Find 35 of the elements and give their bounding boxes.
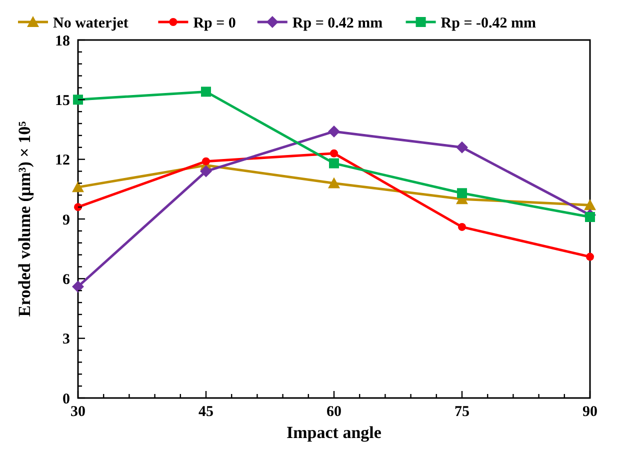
x-tick-label: 75	[454, 404, 470, 420]
y-tick-label: 15	[55, 92, 70, 109]
point	[457, 188, 467, 198]
point	[202, 157, 210, 166]
point	[458, 222, 466, 231]
point	[328, 177, 340, 188]
y-axis-title: Eroded volume (μm³) × 10⁵	[15, 121, 34, 317]
point	[72, 181, 84, 192]
y-tick-label: 6	[62, 272, 70, 288]
point	[330, 149, 338, 158]
point	[329, 158, 339, 168]
legend-label: No waterjet	[53, 15, 128, 32]
y-tick-label: 12	[55, 152, 70, 169]
x-tick-label: 90	[582, 404, 598, 420]
y-tick-label: 9	[62, 212, 70, 228]
point	[584, 199, 596, 210]
point	[585, 212, 595, 222]
x-tick-label: 60	[326, 404, 342, 420]
legend-label: Rp = -0.42 mm	[440, 15, 537, 32]
legend-label: Rp = 0.42 mm	[292, 15, 384, 32]
point	[586, 252, 594, 261]
x-tick-label: 45	[198, 404, 214, 420]
y-tick-label: 3	[62, 332, 70, 348]
point	[328, 125, 340, 138]
legend-label: Rp = 0	[193, 15, 236, 32]
x-tick-label: 30	[70, 404, 86, 420]
y-tick-label: 18	[55, 33, 70, 50]
point	[200, 165, 212, 178]
point	[74, 203, 82, 212]
point	[201, 86, 211, 97]
x-axis-title: Impact angle	[286, 423, 382, 442]
point	[73, 94, 83, 105]
point	[456, 141, 468, 154]
point	[72, 280, 84, 293]
y-tick-label: 0	[62, 391, 70, 408]
